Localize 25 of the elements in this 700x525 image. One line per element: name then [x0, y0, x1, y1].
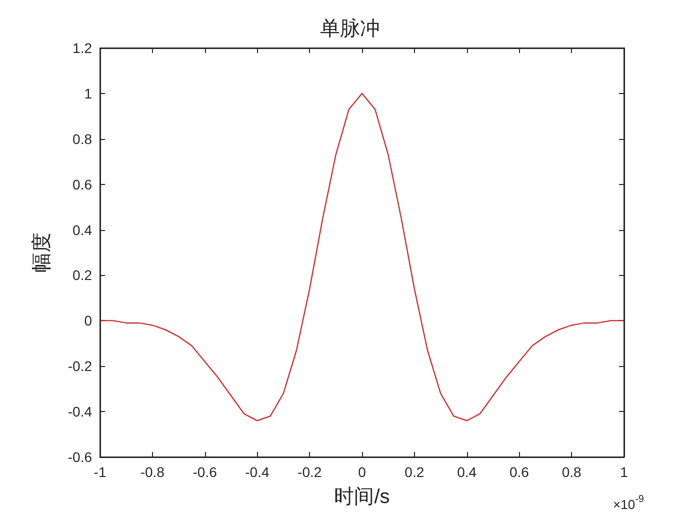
x-tick-label: 1 [620, 464, 628, 480]
x-tick-label: -0.4 [245, 464, 270, 480]
y-tick-label: -0.6 [68, 449, 92, 465]
x-tick-label: -1 [94, 464, 106, 480]
x-tick-label: 0.8 [562, 464, 582, 480]
x-tick-label: 0 [358, 464, 366, 480]
y-tick-label: 0.4 [72, 222, 92, 238]
x-tick-label: -0.2 [298, 464, 322, 480]
y-tick-label: 1 [84, 85, 92, 102]
y-axis-title: 幅度 [31, 232, 53, 272]
x-tick-label: 0.4 [457, 464, 477, 480]
x-tick-label: -0.8 [140, 464, 165, 480]
x-tick-label: -0.6 [192, 464, 218, 480]
y-tick-label: 0.6 [72, 176, 92, 192]
x-tick-label: 0.6 [509, 464, 530, 480]
x-tick-label: 0.2 [404, 464, 424, 480]
y-tick-label: -0.4 [68, 404, 92, 420]
y-tick-label: 0 [84, 312, 92, 329]
y-tick-label: 1.2 [72, 40, 92, 56]
y-tick-label: -0.2 [68, 358, 92, 374]
y-tick-label: 0.2 [72, 267, 92, 284]
chart-title: 单脉冲 [320, 18, 380, 40]
x-axis-title: 时间/s [334, 486, 390, 508]
y-tick-label: 0.8 [72, 130, 92, 147]
line-series [100, 92, 624, 422]
